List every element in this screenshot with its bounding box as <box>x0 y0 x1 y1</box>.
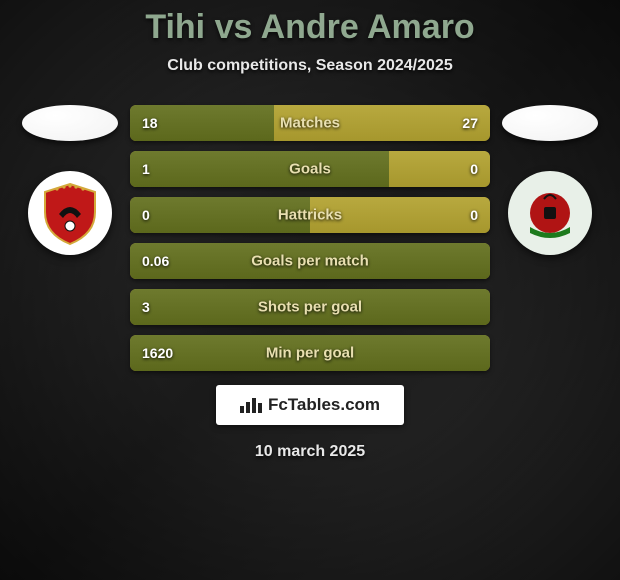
stat-value-left: 1 <box>142 161 150 177</box>
stat-label: Goals <box>289 161 331 178</box>
stat-value-right: 0 <box>470 161 478 177</box>
page-subtitle: Club competitions, Season 2024/2025 <box>167 57 452 75</box>
infographic-container: Tihi vs Andre Amaro Club competitions, S… <box>0 0 620 580</box>
stat-value-left: 0.06 <box>142 253 169 269</box>
right-player-column <box>500 105 600 255</box>
stat-bar: Goals 1 0 <box>130 151 490 187</box>
shield-icon <box>35 178 105 248</box>
stat-label: Min per goal <box>266 345 354 362</box>
brand-text: FcTables.com <box>268 395 380 415</box>
brand-badge: FcTables.com <box>216 385 404 425</box>
bar-chart-icon <box>240 397 262 413</box>
stat-bar: Matches 18 27 <box>130 105 490 141</box>
stat-value-left: 3 <box>142 299 150 315</box>
stats-bars: Matches 18 27 Goals 1 0 Hattricks 0 0 Goals per m… <box>130 105 490 371</box>
stat-label: Matches <box>280 115 340 132</box>
left-club-badge <box>28 171 112 255</box>
left-player-photo-placeholder <box>22 105 118 141</box>
stat-bar: Min per goal 1620 <box>130 335 490 371</box>
stat-label: Goals per match <box>251 253 369 270</box>
stat-label: Hattricks <box>278 207 342 224</box>
stat-value-right: 0 <box>470 207 478 223</box>
main-row: Matches 18 27 Goals 1 0 Hattricks 0 0 Goals per m… <box>0 105 620 371</box>
left-player-column <box>20 105 120 255</box>
stat-value-right: 27 <box>462 115 478 131</box>
stat-bar: Goals per match 0.06 <box>130 243 490 279</box>
stat-value-left: 1620 <box>142 345 173 361</box>
stat-value-left: 0 <box>142 207 150 223</box>
stat-label: Shots per goal <box>258 299 362 316</box>
right-club-badge <box>508 171 592 255</box>
stat-fill-left <box>130 151 389 187</box>
crest-icon <box>514 177 586 249</box>
footer-date: 10 march 2025 <box>255 443 365 461</box>
stat-value-left: 18 <box>142 115 158 131</box>
stat-bar: Shots per goal 3 <box>130 289 490 325</box>
page-title: Tihi vs Andre Amaro <box>145 8 474 47</box>
right-player-photo-placeholder <box>502 105 598 141</box>
stat-bar: Hattricks 0 0 <box>130 197 490 233</box>
